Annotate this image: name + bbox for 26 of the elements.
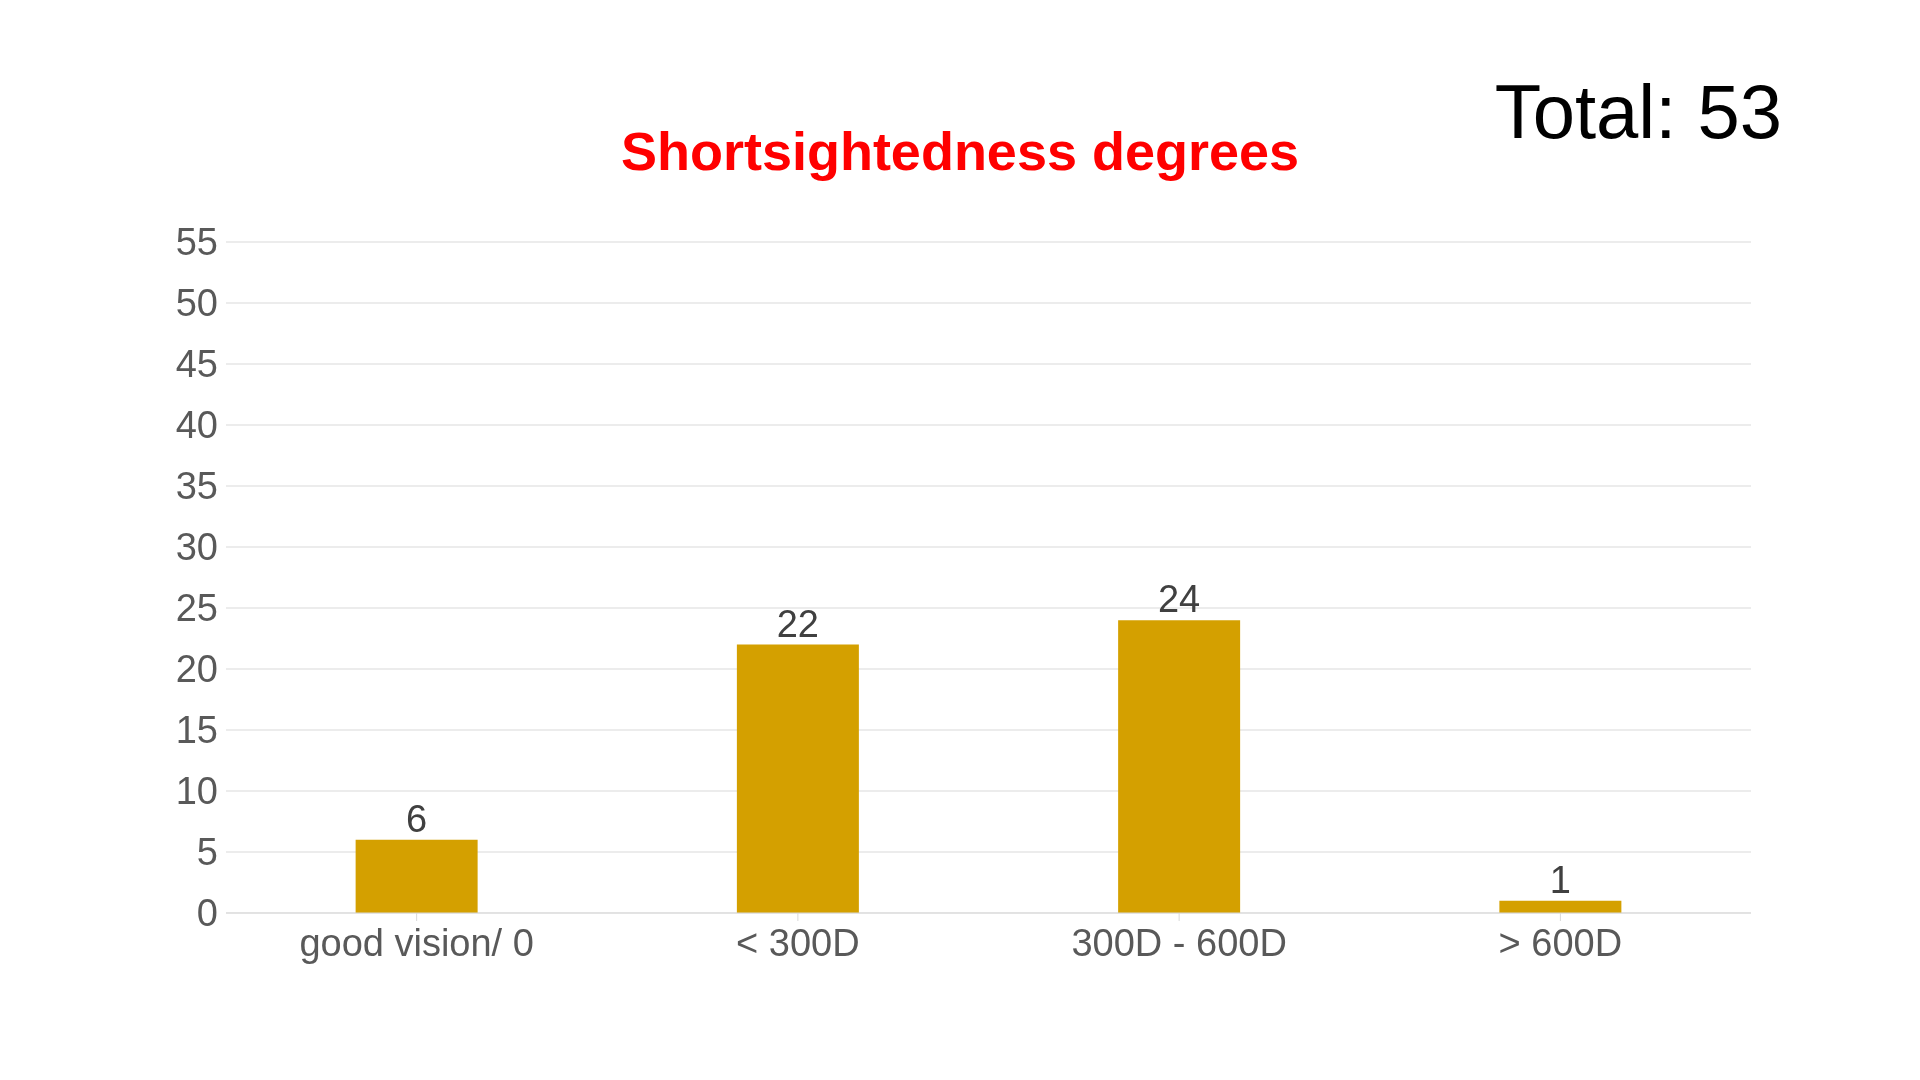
y-tick-label: 20 <box>175 648 218 691</box>
y-tick-label: 5 <box>196 831 218 874</box>
y-tick-label: 30 <box>175 526 218 569</box>
text: Total: 53 <box>1494 68 1782 155</box>
data-label: 24 <box>1157 578 1201 621</box>
x-tick-label: > 600D <box>1498 921 1623 964</box>
bar <box>736 644 859 913</box>
x-tick-label: < 300D <box>736 921 860 964</box>
bar <box>355 839 478 913</box>
chart-title: Shortsightedness degrees <box>620 121 1300 181</box>
x-tick-label: good vision/ 0 <box>299 921 534 964</box>
y-tick-label: 15 <box>175 709 218 752</box>
data-label: 1 <box>1549 858 1571 901</box>
y-tick-label: 0 <box>196 892 218 935</box>
y-tick-label: 25 <box>175 587 218 630</box>
bar <box>1118 620 1241 913</box>
y-tick-label: 40 <box>175 404 218 447</box>
y-tick-label: 10 <box>175 770 218 813</box>
y-tick-label: 45 <box>175 343 218 386</box>
data-label: 6 <box>406 797 428 840</box>
y-tick-label: 50 <box>175 282 218 325</box>
data-label: 22 <box>776 602 820 645</box>
y-tick-label: 55 <box>175 221 218 264</box>
y-tick-label: 35 <box>175 465 218 508</box>
bar <box>1499 900 1622 913</box>
x-tick-label: 300D - 600D <box>1071 921 1287 964</box>
